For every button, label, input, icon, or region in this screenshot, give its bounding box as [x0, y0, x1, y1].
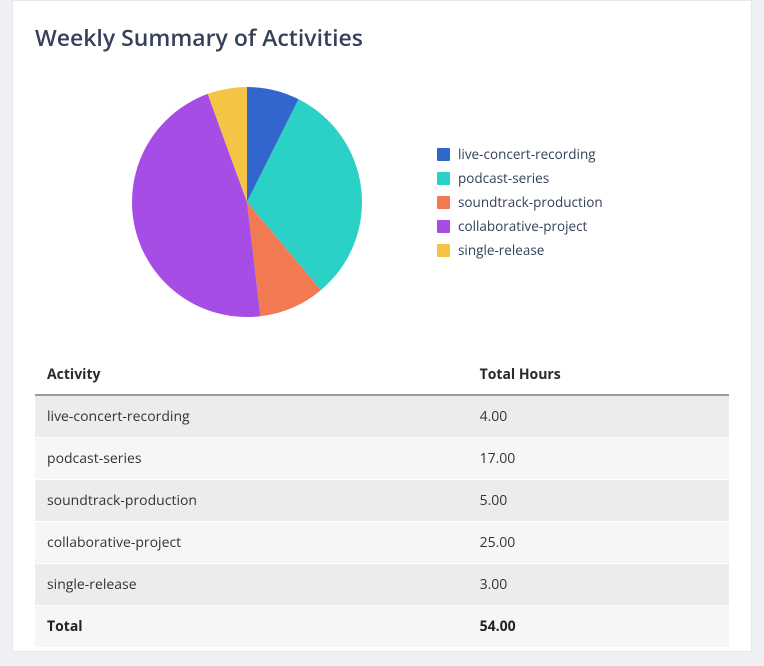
- table-row: soundtrack-production5.00: [35, 480, 729, 522]
- legend-swatch-icon: [437, 220, 450, 233]
- cell-activity: collaborative-project: [35, 522, 468, 564]
- table-body: live-concert-recording4.00podcast-series…: [35, 395, 729, 606]
- legend-item-2[interactable]: soundtrack-production: [437, 193, 697, 211]
- footer-value: 54.00: [468, 606, 729, 648]
- legend-item-1[interactable]: podcast-series: [437, 169, 697, 187]
- legend-swatch-icon: [437, 244, 450, 257]
- col-activity: Activity: [35, 355, 468, 395]
- cell-activity: single-release: [35, 564, 468, 606]
- legend-label: single-release: [458, 241, 544, 259]
- legend-label: collaborative-project: [458, 217, 587, 235]
- cell-activity: live-concert-recording: [35, 395, 468, 438]
- table-row: single-release3.00: [35, 564, 729, 606]
- legend: live-concert-recording podcast-series soun…: [437, 139, 697, 265]
- legend-item-4[interactable]: single-release: [437, 241, 697, 259]
- legend-item-0[interactable]: live-concert-recording: [437, 145, 697, 163]
- table-row: live-concert-recording4.00: [35, 395, 729, 438]
- legend-label: soundtrack-production: [458, 193, 603, 211]
- cell-activity: podcast-series: [35, 438, 468, 480]
- footer-label: Total: [35, 606, 468, 648]
- activity-table: Activity Total Hours live-concert-record…: [35, 355, 729, 647]
- cell-hours: 5.00: [468, 480, 729, 522]
- cell-hours: 25.00: [468, 522, 729, 564]
- table-header-row: Activity Total Hours: [35, 355, 729, 395]
- table-row: collaborative-project25.00: [35, 522, 729, 564]
- legend-swatch-icon: [437, 172, 450, 185]
- summary-card: Weekly Summary of Activities live-concer…: [12, 0, 752, 652]
- cell-hours: 3.00: [468, 564, 729, 606]
- legend-label: live-concert-recording: [458, 145, 596, 163]
- legend-label: podcast-series: [458, 169, 549, 187]
- chart-area: live-concert-recording podcast-series soun…: [35, 67, 729, 337]
- cell-hours: 17.00: [468, 438, 729, 480]
- cell-activity: soundtrack-production: [35, 480, 468, 522]
- pie-container: [67, 67, 427, 337]
- legend-swatch-icon: [437, 196, 450, 209]
- legend-item-3[interactable]: collaborative-project: [437, 217, 697, 235]
- table-row: podcast-series17.00: [35, 438, 729, 480]
- pie-chart: [67, 67, 427, 337]
- cell-hours: 4.00: [468, 395, 729, 438]
- col-hours: Total Hours: [468, 355, 729, 395]
- legend-swatch-icon: [437, 148, 450, 161]
- card-title: Weekly Summary of Activities: [35, 21, 729, 53]
- table-footer-row: Total 54.00: [35, 606, 729, 648]
